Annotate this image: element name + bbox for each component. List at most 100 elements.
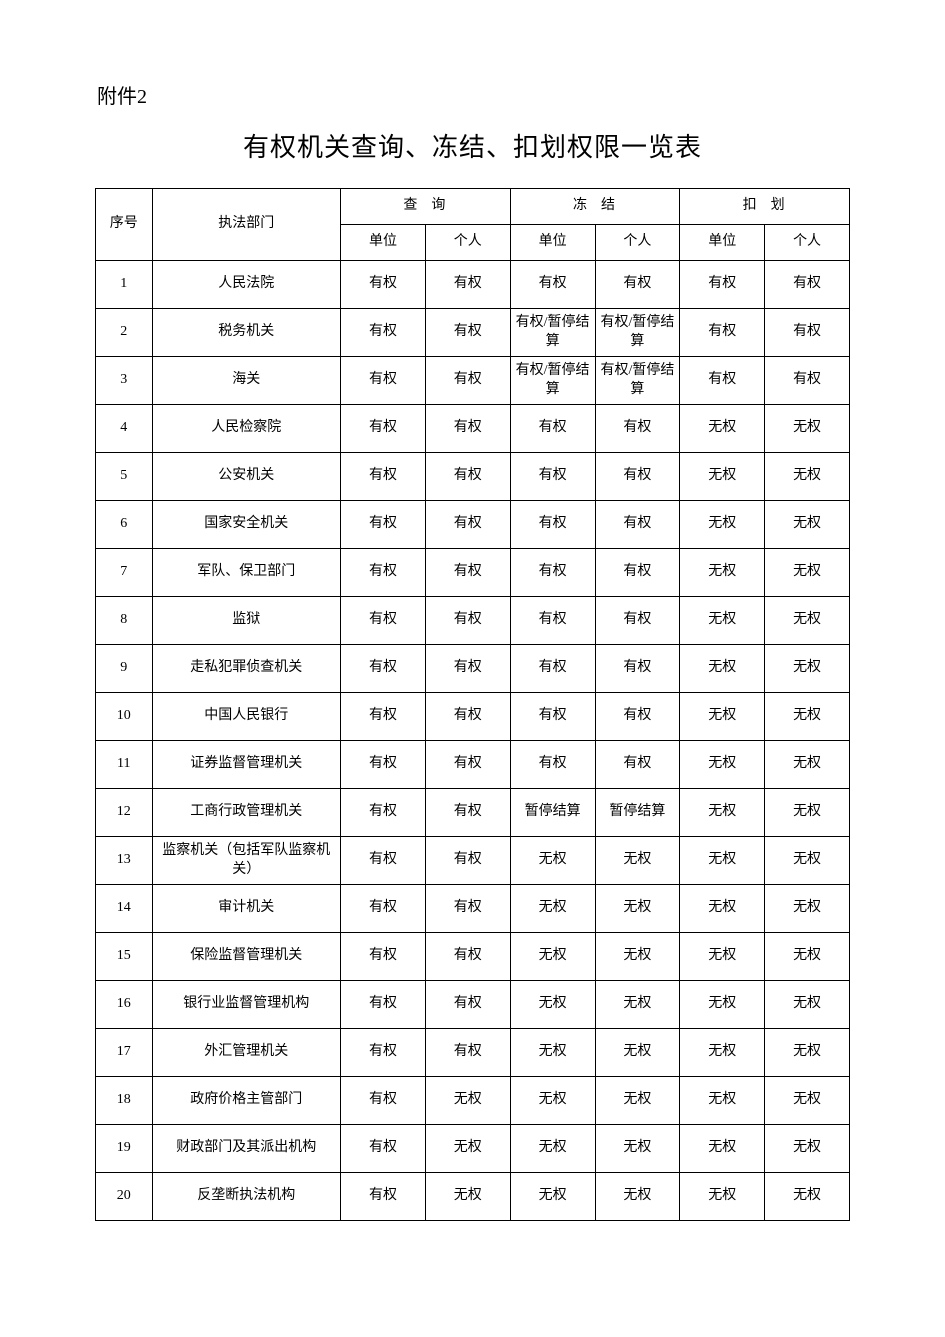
cell-dept: 人民检察院 xyxy=(152,405,341,453)
cell-value: 无权 xyxy=(765,741,850,789)
cell-value: 有权 xyxy=(341,981,426,1029)
col-header-deduct: 扣划 xyxy=(680,189,850,225)
cell-value: 有权/暂停结算 xyxy=(595,309,680,357)
cell-seq: 9 xyxy=(96,645,153,693)
cell-value: 有权 xyxy=(510,501,595,549)
table-row: 10中国人民银行有权有权有权有权无权无权 xyxy=(96,693,850,741)
table-row: 6国家安全机关有权有权有权有权无权无权 xyxy=(96,501,850,549)
cell-seq: 14 xyxy=(96,885,153,933)
cell-value: 无权 xyxy=(765,693,850,741)
cell-value: 无权 xyxy=(510,933,595,981)
cell-value: 有权 xyxy=(680,357,765,405)
cell-value: 有权 xyxy=(425,789,510,837)
cell-value: 有权/暂停结算 xyxy=(510,357,595,405)
cell-value: 有权 xyxy=(680,309,765,357)
cell-value: 无权 xyxy=(765,885,850,933)
table-row: 1人民法院有权有权有权有权有权有权 xyxy=(96,261,850,309)
cell-value: 有权 xyxy=(341,501,426,549)
col-header-freeze: 冻结 xyxy=(510,189,680,225)
cell-value: 无权 xyxy=(595,1173,680,1221)
cell-value: 无权 xyxy=(680,789,765,837)
cell-value: 有权 xyxy=(341,1173,426,1221)
cell-value: 无权 xyxy=(510,837,595,885)
col-header-seq: 序号 xyxy=(96,189,153,261)
cell-seq: 13 xyxy=(96,837,153,885)
cell-value: 有权 xyxy=(425,549,510,597)
col-header-query: 查询 xyxy=(341,189,511,225)
cell-value: 有权 xyxy=(341,549,426,597)
cell-value: 有权 xyxy=(425,1029,510,1077)
table-row: 14审计机关有权有权无权无权无权无权 xyxy=(96,885,850,933)
table-row: 7军队、保卫部门有权有权有权有权无权无权 xyxy=(96,549,850,597)
cell-value: 无权 xyxy=(680,933,765,981)
cell-value: 有权 xyxy=(510,405,595,453)
authority-table: 序号 执法部门 查询 冻结 扣划 单位 个人 单位 个人 单位 个人 1人民法院… xyxy=(95,188,850,1221)
cell-value: 有权 xyxy=(425,453,510,501)
cell-value: 无权 xyxy=(765,837,850,885)
cell-value: 有权 xyxy=(595,261,680,309)
cell-seq: 16 xyxy=(96,981,153,1029)
cell-seq: 12 xyxy=(96,789,153,837)
cell-value: 无权 xyxy=(510,885,595,933)
cell-value: 有权 xyxy=(680,261,765,309)
cell-value: 无权 xyxy=(425,1077,510,1125)
cell-value: 有权 xyxy=(425,357,510,405)
cell-value: 有权 xyxy=(510,261,595,309)
cell-value: 无权 xyxy=(680,1173,765,1221)
cell-value: 无权 xyxy=(425,1125,510,1173)
cell-value: 无权 xyxy=(680,837,765,885)
cell-seq: 15 xyxy=(96,933,153,981)
cell-dept: 税务机关 xyxy=(152,309,341,357)
cell-seq: 18 xyxy=(96,1077,153,1125)
cell-dept: 公安机关 xyxy=(152,453,341,501)
col-header-deduct-unit: 单位 xyxy=(680,225,765,261)
cell-value: 无权 xyxy=(595,1029,680,1077)
cell-seq: 1 xyxy=(96,261,153,309)
table-row: 5公安机关有权有权有权有权无权无权 xyxy=(96,453,850,501)
cell-value: 有权 xyxy=(595,645,680,693)
cell-value: 有权 xyxy=(510,741,595,789)
cell-value: 有权 xyxy=(425,597,510,645)
cell-value: 无权 xyxy=(680,645,765,693)
cell-value: 无权 xyxy=(680,981,765,1029)
cell-dept: 政府价格主管部门 xyxy=(152,1077,341,1125)
cell-value: 无权 xyxy=(765,1173,850,1221)
cell-value: 有权 xyxy=(341,645,426,693)
cell-value: 有权 xyxy=(425,885,510,933)
table-row: 8监狱有权有权有权有权无权无权 xyxy=(96,597,850,645)
cell-value: 有权 xyxy=(341,357,426,405)
col-header-freeze-person: 个人 xyxy=(595,225,680,261)
cell-value: 无权 xyxy=(595,981,680,1029)
cell-value: 无权 xyxy=(595,933,680,981)
col-header-dept: 执法部门 xyxy=(152,189,341,261)
table-row: 13监察机关（包括军队监察机关）有权有权无权无权无权无权 xyxy=(96,837,850,885)
cell-dept: 审计机关 xyxy=(152,885,341,933)
cell-value: 无权 xyxy=(425,1173,510,1221)
cell-seq: 4 xyxy=(96,405,153,453)
cell-value: 有权 xyxy=(425,645,510,693)
cell-seq: 7 xyxy=(96,549,153,597)
cell-dept: 监狱 xyxy=(152,597,341,645)
table-row: 16银行业监督管理机构有权有权无权无权无权无权 xyxy=(96,981,850,1029)
cell-value: 无权 xyxy=(765,1029,850,1077)
table-row: 17外汇管理机关有权有权无权无权无权无权 xyxy=(96,1029,850,1077)
cell-value: 有权 xyxy=(595,741,680,789)
cell-value: 有权 xyxy=(425,933,510,981)
cell-value: 有权 xyxy=(595,405,680,453)
cell-value: 无权 xyxy=(765,933,850,981)
cell-value: 有权 xyxy=(341,741,426,789)
cell-value: 有权/暂停结算 xyxy=(510,309,595,357)
cell-value: 无权 xyxy=(680,597,765,645)
cell-value: 无权 xyxy=(680,1029,765,1077)
table-row: 12工商行政管理机关有权有权暂停结算暂停结算无权无权 xyxy=(96,789,850,837)
table-row: 9走私犯罪侦查机关有权有权有权有权无权无权 xyxy=(96,645,850,693)
cell-value: 无权 xyxy=(765,453,850,501)
cell-value: 有权 xyxy=(341,1029,426,1077)
cell-value: 有权 xyxy=(595,453,680,501)
cell-value: 无权 xyxy=(680,405,765,453)
cell-value: 有权 xyxy=(425,309,510,357)
cell-value: 无权 xyxy=(765,645,850,693)
cell-value: 有权 xyxy=(425,981,510,1029)
cell-dept: 监察机关（包括军队监察机关） xyxy=(152,837,341,885)
cell-dept: 银行业监督管理机构 xyxy=(152,981,341,1029)
